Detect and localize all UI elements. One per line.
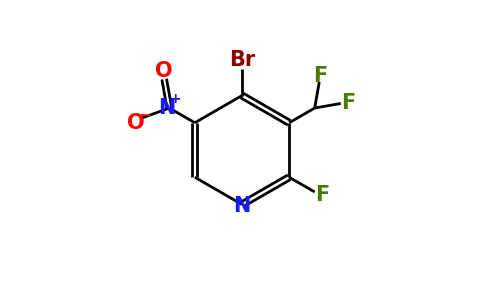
Text: +: + — [170, 92, 182, 106]
Text: F: F — [315, 185, 329, 205]
Text: F: F — [314, 66, 328, 86]
Text: −: − — [138, 108, 151, 123]
Text: O: O — [155, 61, 173, 81]
Text: F: F — [341, 93, 355, 113]
Text: N: N — [233, 196, 251, 216]
Text: N: N — [158, 98, 175, 118]
Text: Br: Br — [229, 50, 255, 70]
Text: O: O — [127, 112, 145, 133]
